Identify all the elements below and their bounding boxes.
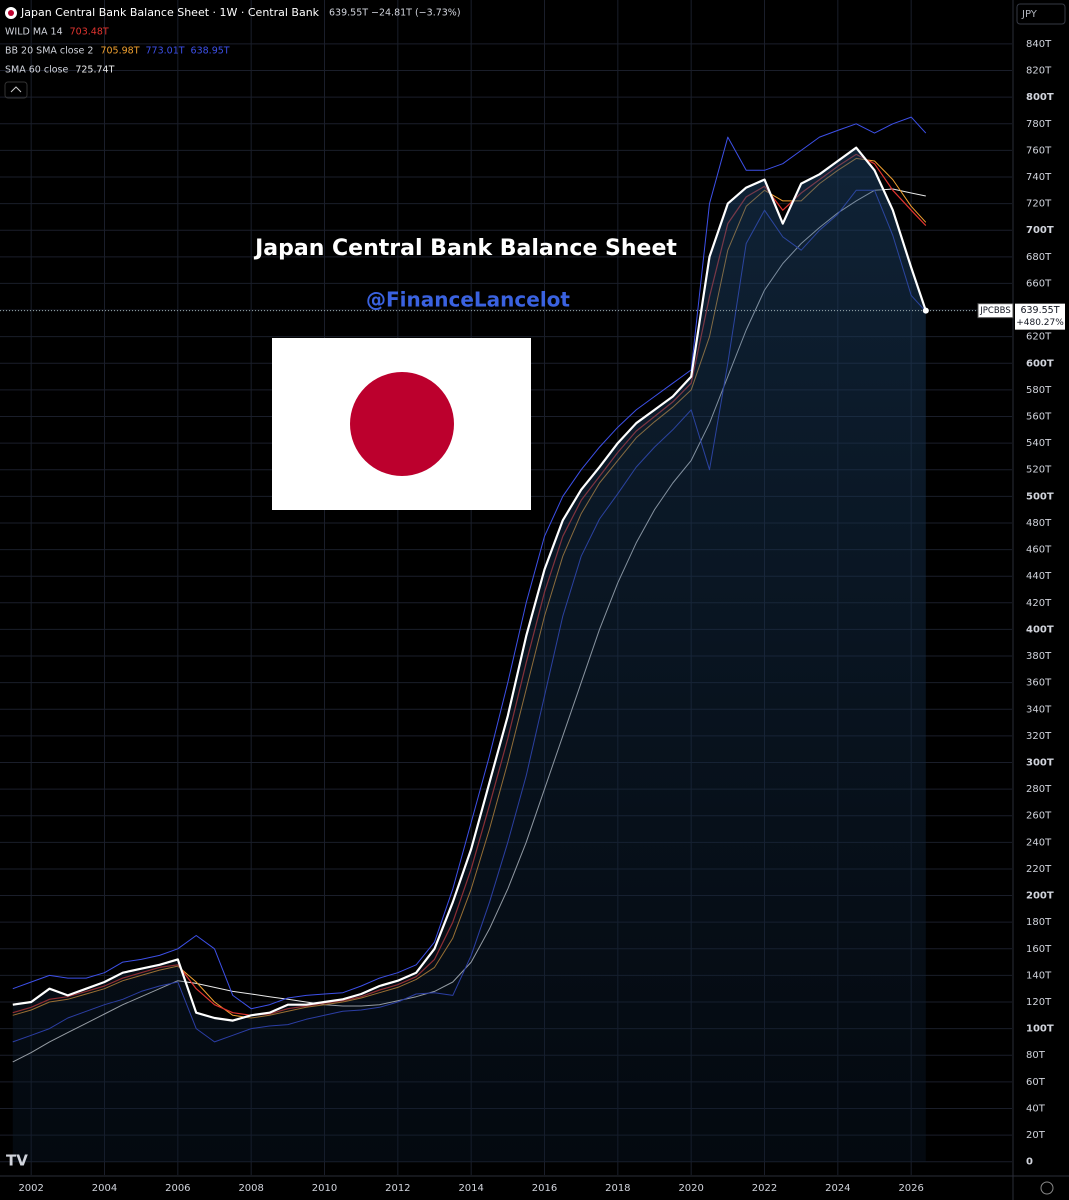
- legend-name: BB 20 SMA close 2: [5, 46, 93, 57]
- header-change: −24.81T (−3.73%): [371, 8, 461, 19]
- legend-name: SMA 60 close: [5, 65, 68, 76]
- y-tick-label: 840T: [1026, 39, 1052, 50]
- x-tick-label: 2010: [312, 1183, 337, 1194]
- y-tick-label: 300T: [1026, 757, 1054, 768]
- y-tick-label: 140T: [1026, 970, 1052, 981]
- legend-value: 705.98T: [100, 46, 139, 57]
- y-tick-label: 440T: [1026, 571, 1052, 582]
- y-tick-label: 540T: [1026, 438, 1052, 449]
- legend: WILD MA 14 703.48T BB 20 SMA close 2 705.98…: [5, 27, 230, 76]
- x-tick-label: 2016: [532, 1183, 557, 1194]
- y-tick-label: 780T: [1026, 119, 1052, 130]
- x-tick-label: 2004: [92, 1183, 117, 1194]
- y-tick-label: 600T: [1026, 358, 1054, 369]
- plot: [0, 116, 1012, 1162]
- header-title: Japan Central Bank Balance Sheet · 1W · …: [20, 6, 320, 19]
- y-tick-label: 340T: [1026, 704, 1052, 715]
- y-tick-label: 680T: [1026, 252, 1052, 263]
- header-value: 639.55T: [329, 8, 368, 19]
- tag-percent: +480.27%: [1016, 318, 1064, 328]
- price-tag: JPCBBS 639.55T +480.27%: [977, 303, 1065, 330]
- tag-value-box: [1015, 303, 1065, 330]
- legend-value: 703.48T: [70, 27, 109, 38]
- y-tick-label: 320T: [1026, 731, 1052, 742]
- settings-icon[interactable]: [1040, 1181, 1054, 1195]
- y-tick-label: 240T: [1026, 837, 1052, 848]
- x-tick-label: 2002: [18, 1183, 43, 1194]
- axes: 0 20T 40T 60T 80T 100T 120T 140T 160T 180T 200T 220…: [18, 39, 1053, 1194]
- annotation-handle: @FinanceLancelot: [366, 288, 570, 312]
- x-tick-label: 2012: [385, 1183, 410, 1194]
- series-line: [12, 146, 927, 1022]
- x-tick-label: 2006: [165, 1183, 190, 1194]
- y-tick-label: 660T: [1026, 278, 1052, 289]
- y-tick-label: 720T: [1026, 199, 1052, 210]
- y-tick-label: 700T: [1026, 225, 1054, 236]
- y-tick-label: 60T: [1026, 1077, 1046, 1088]
- y-tick-label: 0: [1026, 1157, 1033, 1168]
- series-line: [12, 116, 927, 1010]
- y-tick-label: 80T: [1026, 1050, 1046, 1061]
- y-tick-label: 280T: [1026, 784, 1052, 795]
- tag-name-box: [977, 303, 1014, 319]
- y-tick-label: 180T: [1026, 917, 1052, 928]
- x-tick-label: 2008: [238, 1183, 263, 1194]
- y-tick-label: 800T: [1026, 92, 1054, 103]
- y-tick-label: 360T: [1026, 678, 1052, 689]
- y-tick-label: 760T: [1026, 145, 1052, 156]
- y-tick-label: 220T: [1026, 864, 1052, 875]
- y-tick-label: 120T: [1026, 997, 1052, 1008]
- legend-value: 773.01T: [146, 46, 185, 57]
- y-tick-label: 740T: [1026, 172, 1052, 183]
- area: [12, 147, 926, 1162]
- collapse-button[interactable]: [4, 81, 28, 99]
- y-tick-label: 460T: [1026, 545, 1052, 556]
- last-point: [922, 307, 929, 314]
- legend-value: 638.95T: [191, 46, 230, 57]
- legend-name: WILD MA 14: [5, 27, 63, 38]
- x-tick-label: 2014: [458, 1183, 483, 1194]
- y-tick-label: 200T: [1026, 891, 1054, 902]
- currency: JPY: [1021, 9, 1038, 20]
- y-tick-label: 820T: [1026, 66, 1052, 77]
- x-tick-label: 2024: [825, 1183, 850, 1194]
- japan-flag-sun: [350, 372, 454, 476]
- y-tick-label: 580T: [1026, 385, 1052, 396]
- y-tick-label: 560T: [1026, 412, 1052, 423]
- y-tick-label: 380T: [1026, 651, 1052, 662]
- y-tick-label: 160T: [1026, 944, 1052, 955]
- y-tick-label: 20T: [1026, 1130, 1046, 1141]
- legend-value: 725.74T: [75, 65, 114, 76]
- collapse-icon: [10, 86, 22, 93]
- y-tick-label: 100T: [1026, 1024, 1054, 1035]
- x-tick-label: 2020: [678, 1183, 703, 1194]
- x-tick-label: 2026: [898, 1183, 923, 1194]
- y-tick-label: 480T: [1026, 518, 1052, 529]
- x-tick-label: 2018: [605, 1183, 630, 1194]
- y-tick-label: 620T: [1026, 332, 1052, 343]
- tag-name: JPCBBS: [979, 306, 1010, 316]
- y-tick-label: 260T: [1026, 811, 1052, 822]
- x-tick-label: 2022: [752, 1183, 777, 1194]
- y-tick-label: 420T: [1026, 598, 1052, 609]
- flag-icon-dot: [8, 10, 14, 16]
- currency-box[interactable]: [1016, 3, 1066, 25]
- y-tick-label: 500T: [1026, 491, 1054, 502]
- y-tick-label: 400T: [1026, 624, 1054, 635]
- y-tick-label: 40T: [1026, 1103, 1046, 1114]
- annotation-title: Japan Central Bank Balance Sheet: [253, 236, 677, 261]
- y-tick-label: 520T: [1026, 465, 1052, 476]
- tag-value: 639.55T: [1020, 305, 1059, 316]
- logo: TV: [6, 1152, 28, 1170]
